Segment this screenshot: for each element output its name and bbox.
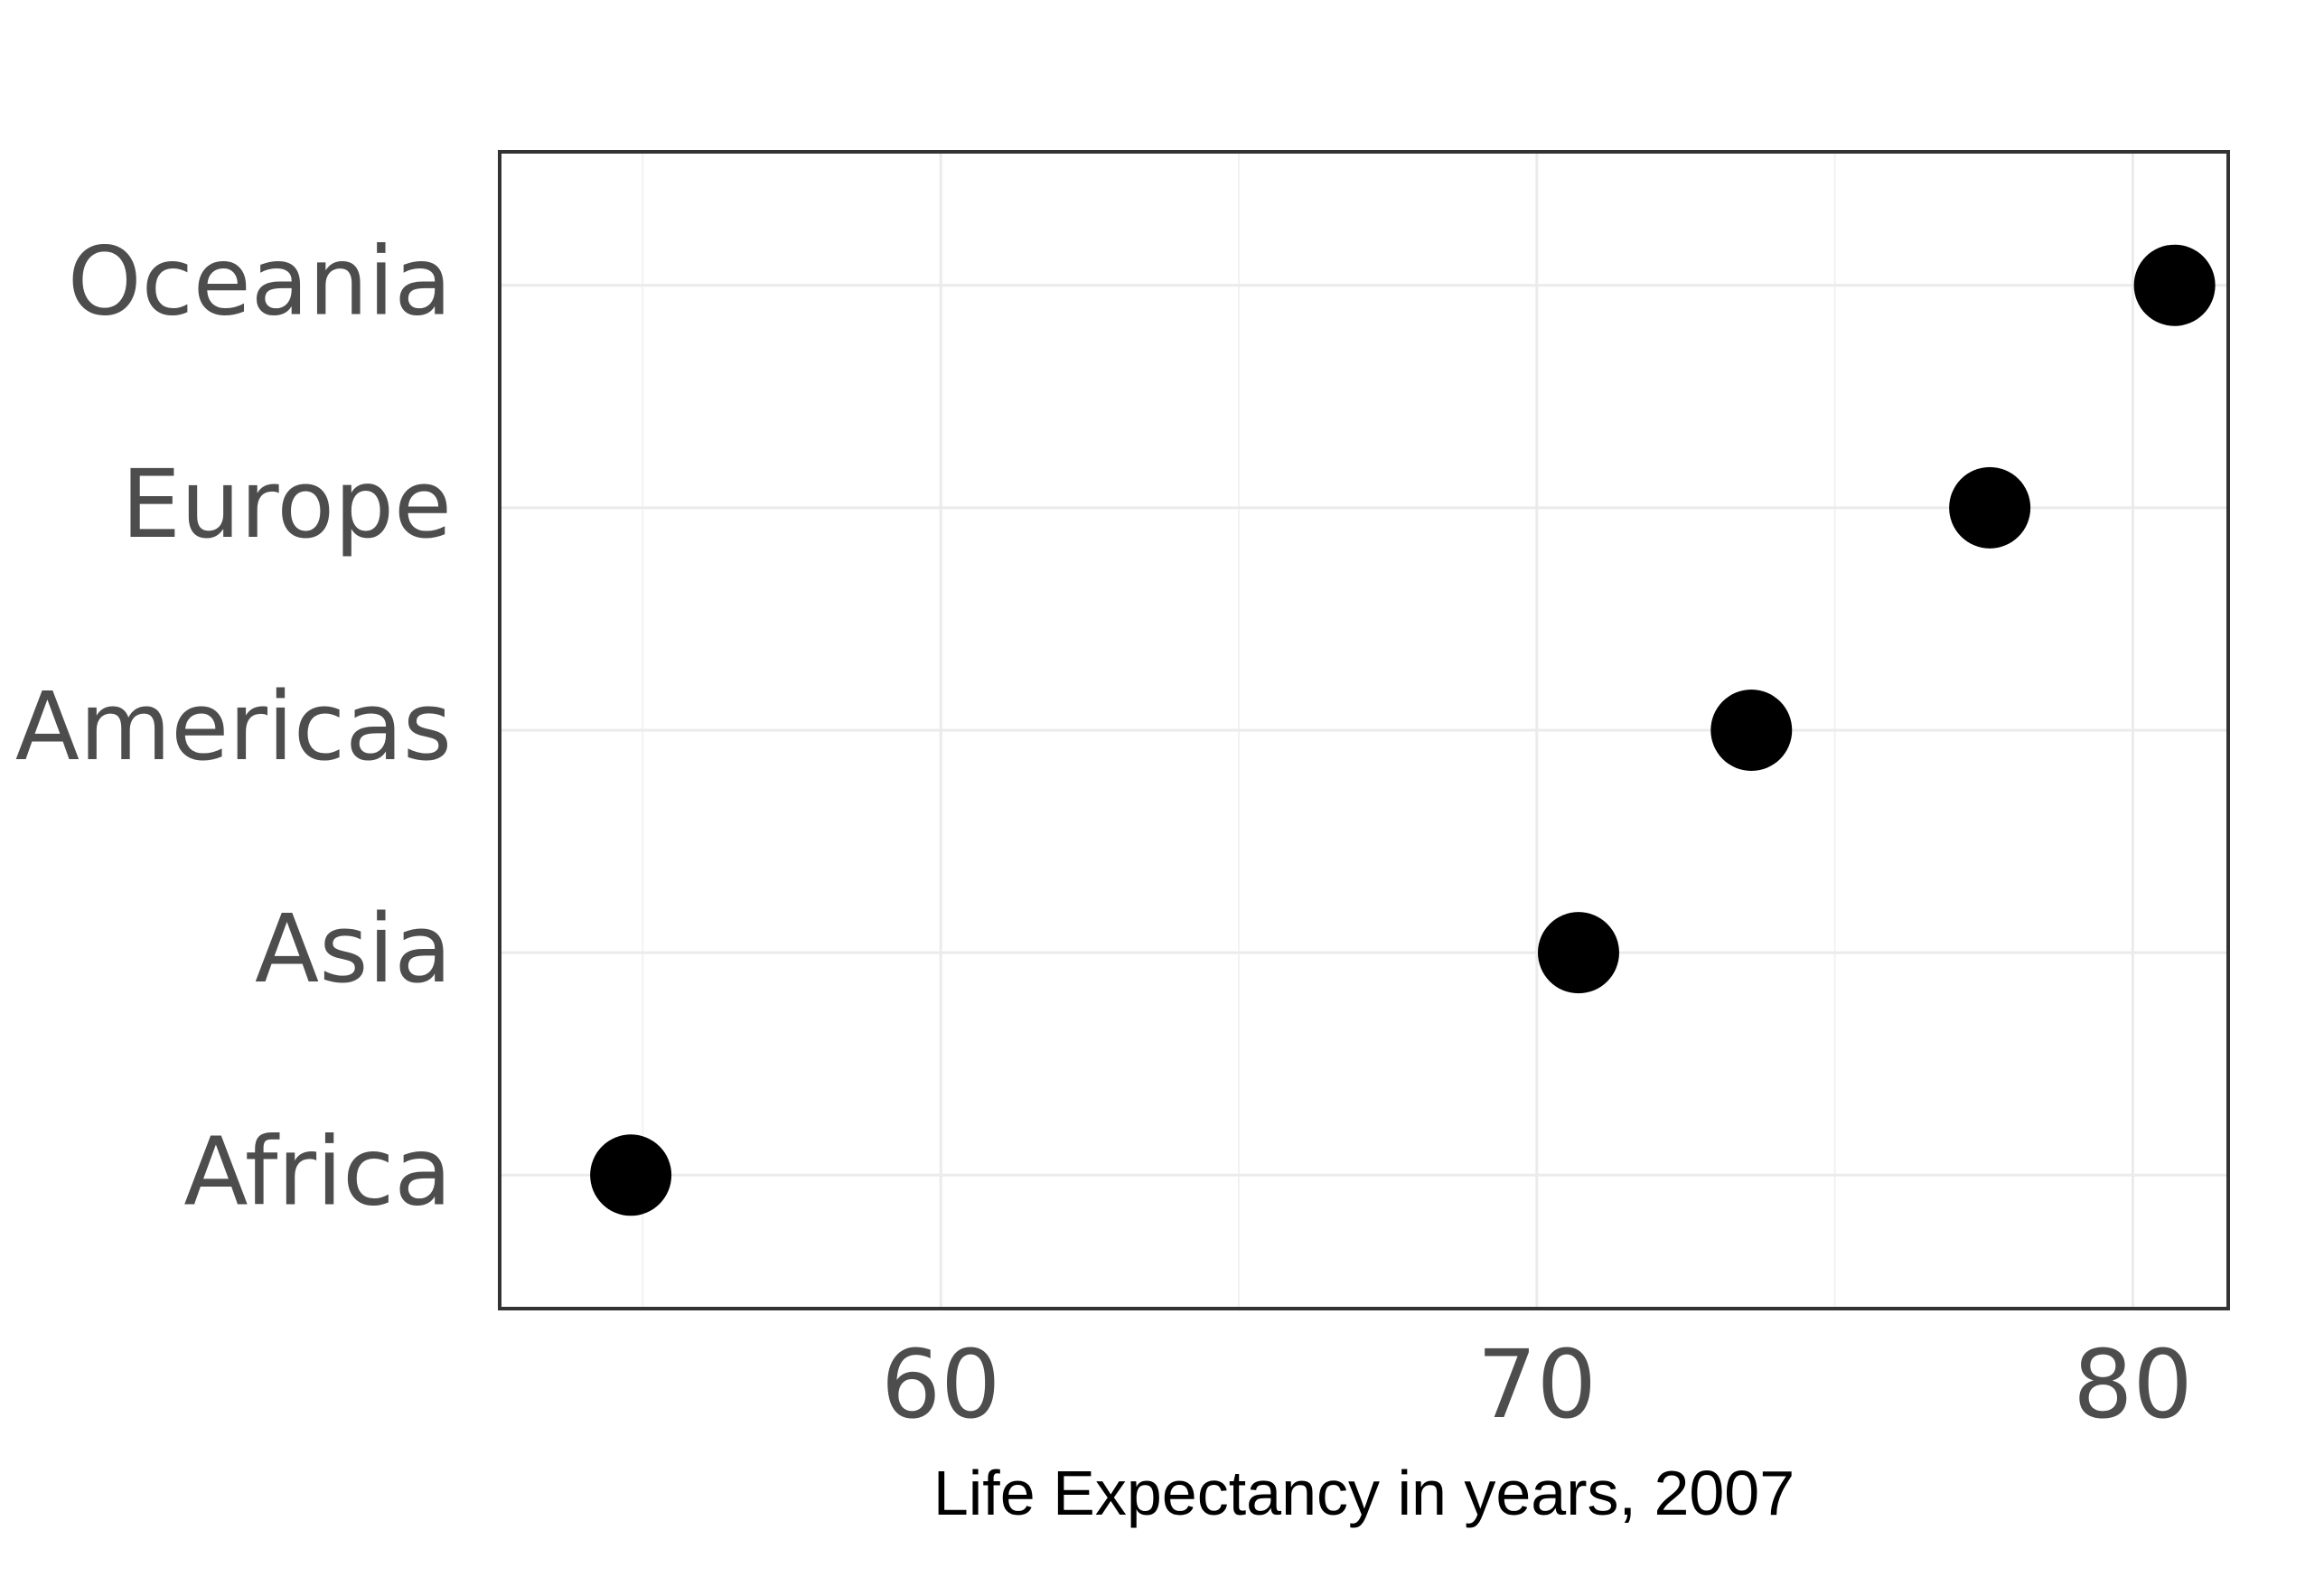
y-axis-tick-labels: Africa Asia Americas Europe Oceania <box>15 227 452 1227</box>
data-point-americas <box>1710 690 1793 771</box>
y-tick-label-oceania: Oceania <box>68 227 452 337</box>
y-tick-label-africa: Africa <box>183 1116 452 1226</box>
data-point-oceania <box>2133 244 2216 326</box>
grid-lines <box>500 152 2228 1309</box>
y-tick-label-americas: Americas <box>15 671 452 782</box>
plot-panel-border <box>498 150 2230 1310</box>
data-point-europe <box>1949 466 2031 549</box>
x-axis-title: Life Expectancy in years, 2007 <box>933 1458 1795 1528</box>
x-tick-label-60: 60 <box>881 1329 1000 1440</box>
x-tick-label-70: 70 <box>1477 1329 1597 1440</box>
data-point-asia <box>1537 912 1619 994</box>
y-tick-label-asia: Asia <box>255 894 452 1004</box>
x-axis-tick-labels: 60 70 80 <box>881 1329 2193 1440</box>
data-points <box>590 244 2216 1216</box>
x-tick-label-80: 80 <box>2073 1329 2192 1440</box>
y-tick-label-europe: Europe <box>121 449 452 559</box>
data-point-africa <box>590 1134 672 1216</box>
